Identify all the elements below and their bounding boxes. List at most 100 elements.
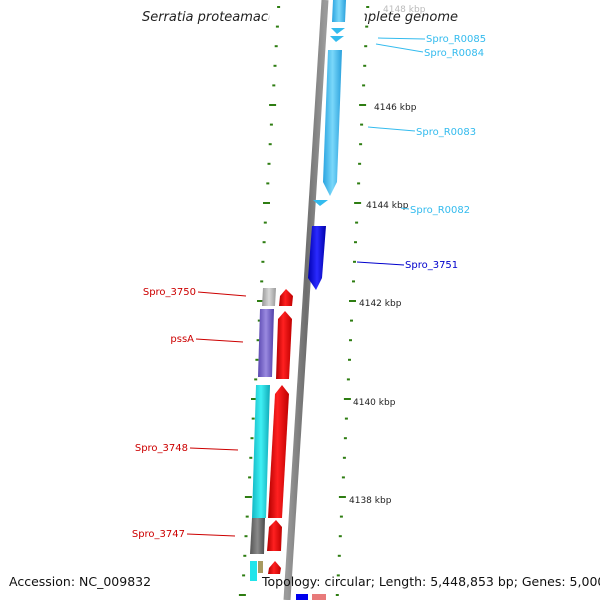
label-spro-3751[interactable]: Spro_3751 — [405, 260, 458, 271]
tick-mark — [360, 123, 364, 126]
tick-mark — [342, 456, 346, 459]
feature-spro-r0083[interactable] — [323, 50, 342, 196]
feature-spro-3748-cyan[interactable] — [252, 385, 270, 518]
tick-mark — [357, 182, 361, 185]
ruler-label-4138: 4138 kbp — [349, 496, 392, 506]
tick-mark — [263, 221, 267, 224]
ruler-labels: 4148 kbp 4146 kbp 4144 kbp 4142 kbp 4140… — [349, 5, 426, 506]
tick-mark — [272, 84, 276, 87]
tick-mark — [348, 358, 351, 361]
leader-spro-r0084 — [375, 43, 424, 53]
tick-mark — [362, 84, 366, 87]
feature-spro-3747-red[interactable] — [267, 520, 282, 551]
label-spro-r0082[interactable]: Spro_R0082 — [410, 205, 470, 216]
feature-spro-3750-gray[interactable] — [262, 288, 276, 306]
ruler-label-4140: 4140 kbp — [353, 398, 396, 408]
tick-mark — [364, 45, 368, 48]
feature-spro-3748-red[interactable] — [268, 385, 289, 518]
label-spro-r0083[interactable]: Spro_R0083 — [416, 127, 476, 138]
left-labels: Spro_3750 pssA Spro_3748 Spro_3747 — [132, 287, 247, 540]
tick-mark — [245, 515, 249, 518]
tick-mark — [269, 123, 273, 126]
tick-mark — [266, 182, 270, 185]
leader-spro-3751 — [356, 261, 405, 266]
ruler-label-4148: 4148 kbp — [383, 5, 426, 15]
label-psspa[interactable]: pssA — [170, 334, 194, 345]
label-spro-r0085[interactable]: Spro_R0085 — [426, 34, 486, 45]
tick-mark — [343, 398, 351, 400]
tick-mark — [365, 25, 369, 28]
tick-mark — [344, 417, 348, 420]
tick-mark — [243, 554, 247, 557]
tick-mark — [244, 496, 252, 498]
tick-mark — [343, 437, 347, 440]
feature-bottom-cyan[interactable] — [250, 561, 257, 581]
feature-psspa-red[interactable] — [276, 311, 292, 379]
tick-mark — [260, 280, 264, 283]
tick-mark — [335, 594, 339, 596]
tick-mark — [366, 6, 370, 8]
leader-spro-3750 — [197, 291, 247, 297]
tick-mark — [339, 515, 343, 518]
feature-psspa-purple[interactable] — [258, 309, 274, 377]
tick-mark — [255, 358, 259, 361]
forward-strand-features — [296, 0, 346, 600]
feature-spro-3750-red[interactable] — [279, 289, 293, 306]
ruler-label-4144: 4144 kbp — [366, 201, 409, 211]
tick-mark — [249, 456, 253, 459]
tick-mark — [250, 437, 254, 440]
tick-mark — [274, 45, 278, 48]
tick-mark — [268, 143, 272, 146]
tick-mark — [354, 241, 357, 244]
label-spro-r0084[interactable]: Spro_R0084 — [424, 48, 484, 59]
tick-mark — [257, 319, 261, 322]
feature-bottom-pink[interactable] — [312, 594, 326, 600]
accession-label: Accession: NC_009832 — [9, 574, 152, 589]
tick-mark — [353, 260, 356, 263]
leader-spro-r0083 — [367, 126, 416, 132]
tick-mark — [269, 104, 277, 106]
tick-mark — [358, 162, 362, 165]
tick-mark — [352, 280, 355, 283]
tick-mark — [267, 162, 271, 165]
tick-mark — [261, 260, 265, 263]
feature-spro-3751[interactable] — [308, 226, 326, 290]
label-spro-3747[interactable]: Spro_3747 — [132, 529, 185, 540]
label-spro-3748[interactable]: Spro_3748 — [135, 443, 188, 454]
ruler-label-4146: 4146 kbp — [374, 103, 417, 113]
feature-bottom-olive[interactable] — [258, 561, 263, 573]
tick-mark — [338, 496, 346, 498]
leader-spro-3747 — [186, 533, 236, 537]
tick-mark — [256, 339, 260, 342]
leader-psspa — [195, 338, 244, 343]
feature-spro-r0084[interactable] — [330, 36, 344, 42]
tick-marks — [238, 6, 370, 596]
tick-mark — [273, 64, 277, 67]
feature-spro-r0082[interactable] — [313, 200, 328, 206]
tick-mark — [262, 241, 266, 244]
feature-spro-3747-gray[interactable] — [250, 518, 265, 554]
tick-mark — [350, 319, 353, 322]
label-spro-3750[interactable]: Spro_3750 — [143, 287, 196, 298]
right-labels: Spro_R0085 Spro_R0084 Spro_R0083 Spro_R0… — [356, 34, 486, 271]
ruler-label-4142: 4142 kbp — [359, 299, 402, 309]
feature-bottom-red[interactable] — [268, 561, 281, 574]
tick-mark — [242, 574, 246, 577]
feature-rrna-top[interactable] — [332, 0, 346, 22]
tick-mark — [341, 476, 345, 479]
tick-mark — [263, 202, 270, 204]
topology-summary: Topology: circular; Length: 5,448,853 bp… — [262, 574, 600, 589]
tick-mark — [363, 64, 367, 67]
tick-mark — [338, 535, 342, 538]
tick-mark — [336, 574, 340, 577]
left-strand-features — [250, 288, 293, 581]
tick-mark — [275, 25, 279, 28]
tick-mark — [251, 398, 258, 400]
feature-bottom-blue[interactable] — [296, 594, 308, 600]
leader-spro-r0082 — [400, 207, 410, 210]
tick-mark — [251, 417, 255, 420]
tick-mark — [354, 202, 362, 204]
feature-spro-r0085[interactable] — [331, 28, 345, 34]
tick-mark — [277, 6, 281, 8]
